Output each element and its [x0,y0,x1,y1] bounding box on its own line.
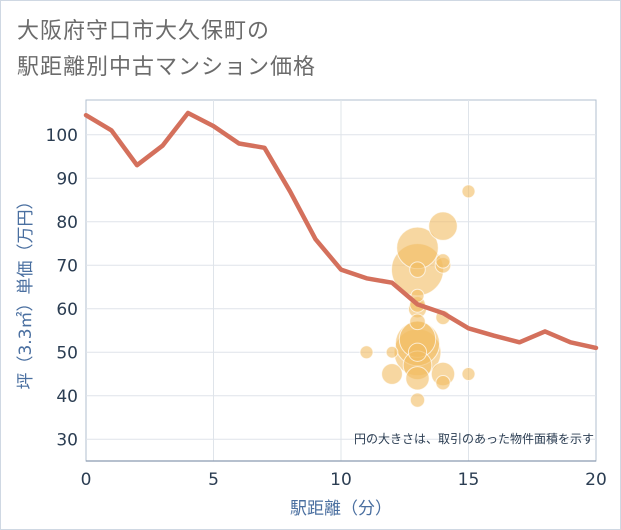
bubble-point [409,261,426,278]
bubble-point [385,345,399,359]
bubble-point [435,253,451,269]
chart-title-line1: 大阪府守口市大久保町の [17,19,271,44]
y-tick-label: 70 [56,256,78,276]
y-axis-label: 坪（3.3㎡）単価（万円） [16,192,36,389]
bubble-point [435,375,451,391]
axis-ticks: 0 5 10 15 20 30 40 50 60 70 80 90 100 [46,126,607,490]
bubble-point [381,363,403,385]
bubble-point [405,366,430,391]
bubble-series [359,184,476,408]
bubble-point [409,392,426,408]
bubble-point [461,367,476,382]
average-price-polyline [83,110,599,351]
y-tick-label: 100 [46,126,78,146]
bubble-point [461,184,476,199]
x-tick-label: 0 [81,470,92,490]
x-axis-label: 駅距離（分） [290,499,392,519]
bubble-point [409,313,426,331]
x-tick-label: 20 [585,470,607,490]
y-tick-label: 90 [56,169,78,189]
bubble-point [359,345,374,360]
gridlines [85,99,597,462]
bubble-point [407,342,428,362]
y-tick-label: 30 [56,430,78,450]
y-tick-label: 80 [56,213,78,233]
x-tick-label: 5 [208,470,219,490]
average-price-line [83,110,599,351]
y-tick-label: 40 [56,387,78,407]
bubble-size-note: 円の大きさは、取引のあった物件面積を示す [354,431,594,446]
bubble-point [428,211,458,241]
x-tick-label: 10 [330,470,352,490]
x-tick-label: 15 [458,470,480,490]
chart-title-line2: 駅距離別中古マンション価格 [17,55,317,80]
y-tick-label: 60 [56,300,78,320]
y-tick-label: 50 [56,343,78,363]
